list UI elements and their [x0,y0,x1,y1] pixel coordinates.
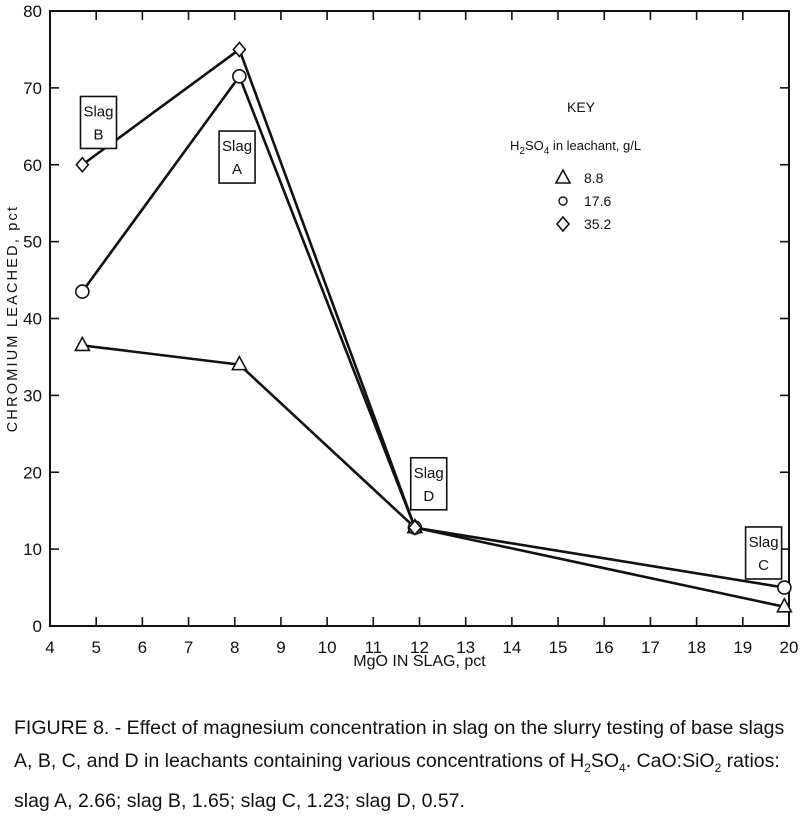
slag-label-line1: Slag [749,534,779,551]
series-line-triangle [82,344,785,609]
x-tick-label: 20 [780,638,799,657]
y-tick-label: 10 [23,540,42,559]
slag-label-box [218,130,256,184]
slag-label-box [409,456,448,511]
legend-title: KEY [567,99,596,115]
slag-label-line2: A [232,161,242,178]
x-tick-label: 7 [184,638,193,657]
caption-text-2: SO [590,750,620,772]
legend-entry-label: 17.6 [584,193,611,209]
figure-label: FIGURE 8. - [14,717,122,739]
slag-label-line2: B [93,126,103,143]
legend-subtitle: H2SO4 in leachant, g/L [510,138,641,157]
y-tick-label: 40 [23,310,42,329]
x-axis-label: MgO IN SLAG, pct [353,653,486,670]
legend-entry-label: 8.8 [584,170,604,186]
slag-label-line1: Slag [83,103,113,120]
x-tick-label: 15 [549,638,568,657]
x-tick-label: 10 [318,638,337,657]
slag-label-box [744,526,783,580]
plot-frame [49,10,790,627]
y-tick-label: 60 [23,156,42,175]
caption-sub-2: 4 [619,760,626,775]
caption-text-1: Effect of magnesium concentration in sla… [14,717,785,772]
chart: 0 10 20 30 40 50 60 70 80 4 5 6 7 8 9 10 11 12 13 14 15 16 17 1… [5,2,799,670]
slag-label-box [79,95,118,150]
x-tick-label: 16 [595,638,614,657]
y-axis-label: CHROMIUM LEACHED, pct [5,205,21,432]
legend-marker-diamond [555,215,571,233]
slag-label-line1: Slag [414,465,444,482]
legend-marker-circle [558,196,568,206]
x-tick-label: 14 [502,638,521,657]
caption-sub-1: 2 [584,760,591,775]
x-tick-label: 6 [138,638,147,657]
x-tick-label: 8 [230,638,239,657]
series-line-diamond [81,48,417,529]
x-tick-label: 13 [456,638,475,657]
series-line-circle [81,75,785,589]
caption-text-3: . CaO:SiO [625,750,715,772]
slag-label-line2: D [423,488,434,505]
y-tick-label: 0 [33,617,42,636]
x-tick-label: 17 [641,638,660,657]
data-point-triangle [231,354,248,371]
data-point-circle [777,580,792,595]
x-tick-label: 11 [364,638,382,657]
data-point-circle [232,69,247,84]
x-tick-label: 12 [410,638,429,657]
data-point-triangle [776,597,793,613]
figure-caption: FIGURE 8. - Effect of magnesium concentr… [14,712,790,818]
slag-label-line2: C [758,557,769,574]
legend-entry-label: 35.2 [584,216,611,232]
data-point-triangle [73,335,91,352]
y-tick-label: 80 [23,2,42,21]
y-tick-label: 50 [23,233,42,252]
data-point-diamond [75,156,90,173]
chart-svg: 0 10 20 30 40 50 60 70 80 4 5 6 7 8 9 10 11 12 13 14 15 16 17 1… [5,2,799,670]
y-tick-label: 20 [23,463,42,482]
x-tick-label: 9 [276,638,285,657]
data-point-circle [75,284,90,299]
caption-sub-3: 2 [714,760,722,775]
data-point-diamond [232,41,247,58]
x-tick-label: 4 [45,638,54,657]
caption-text-4: ratios: slag A, 2.66; slag B, 1.65; slag… [14,750,780,812]
slag-label-line1: Slag [222,138,252,155]
y-tick-label: 30 [23,386,42,405]
x-tick-label: 18 [687,638,706,657]
y-tick-label: 70 [23,79,42,98]
legend-marker-triangle [554,168,572,184]
x-tick-label: 5 [91,638,100,657]
x-tick-label: 19 [733,638,752,657]
data-point-diamond [407,519,422,536]
